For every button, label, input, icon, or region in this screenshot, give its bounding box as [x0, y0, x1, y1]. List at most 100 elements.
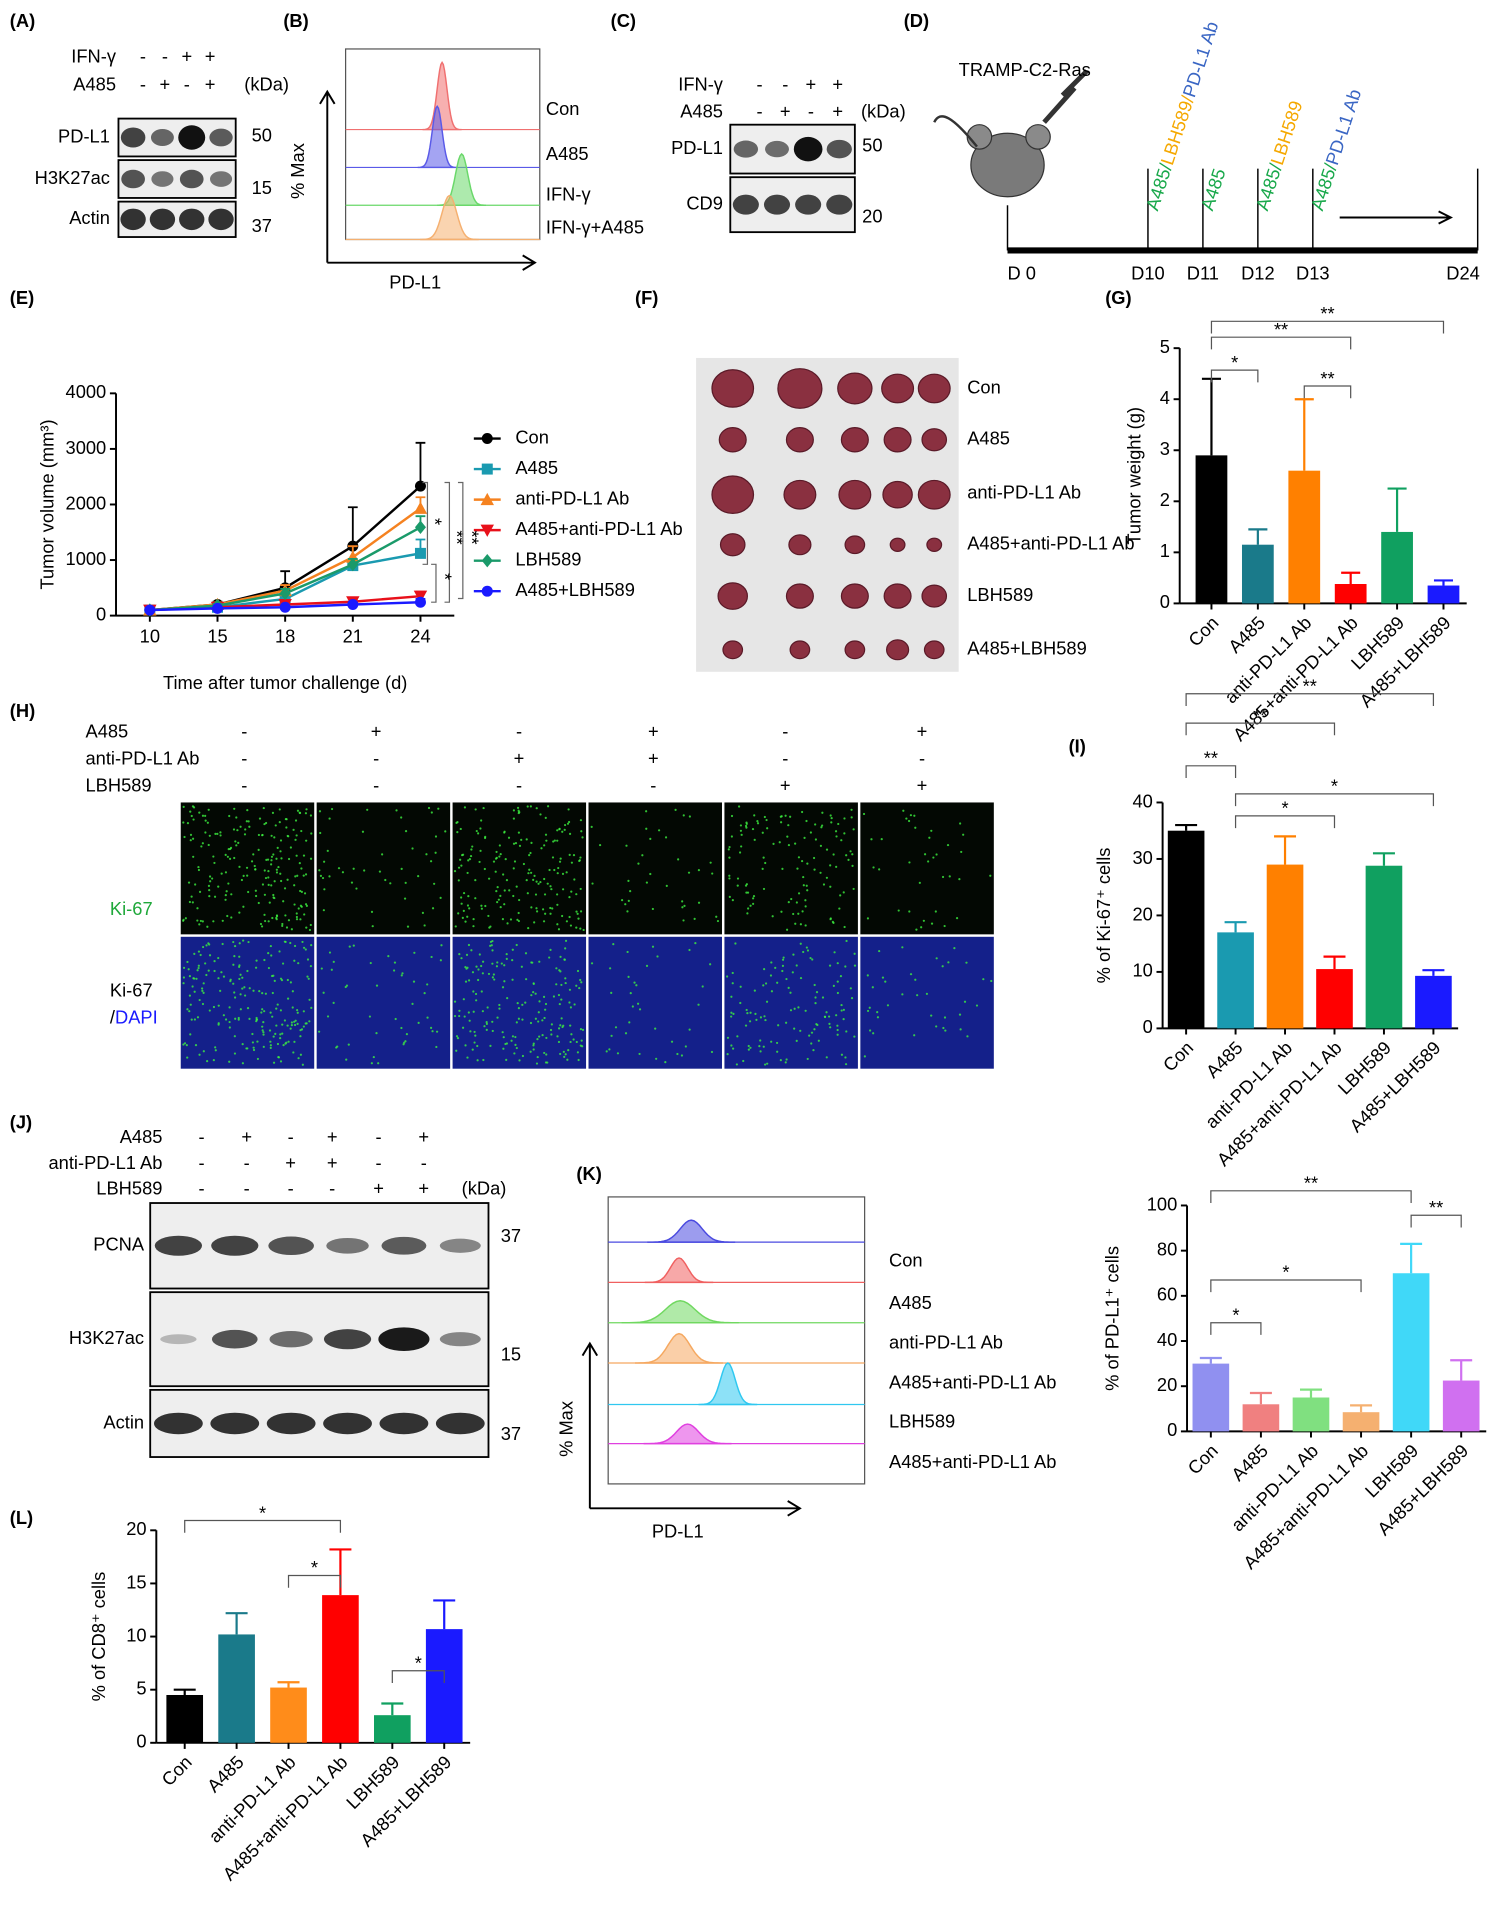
- stain-dot: [192, 806, 196, 809]
- bar: [1334, 584, 1367, 604]
- stain-dot: [821, 811, 824, 814]
- stain-dot: [499, 894, 502, 897]
- stain-dot: [293, 903, 296, 906]
- treatment-sign: +: [327, 1152, 338, 1173]
- legend-label: Con: [515, 426, 549, 447]
- unit-label: (kDa): [244, 73, 289, 94]
- stain-dot: [535, 880, 538, 883]
- stain-dot: [259, 922, 263, 926]
- dose-label: A485/LBH589: [1251, 98, 1306, 213]
- stain-dot: [565, 871, 568, 874]
- stain-dot: [219, 834, 222, 837]
- panel-label: (F): [635, 287, 658, 308]
- stain-dot: [461, 853, 465, 856]
- dose-label-part: A485: [1196, 166, 1229, 213]
- stain-dot: [286, 997, 290, 1000]
- stain-dot: [922, 919, 925, 922]
- stain-dot: [220, 971, 223, 974]
- stain-dot: [756, 822, 760, 825]
- stain-dot: [468, 907, 471, 910]
- stain-dot: [246, 969, 249, 973]
- significance-label: *: [434, 573, 455, 580]
- stain-dot: [458, 1009, 461, 1012]
- stain-dot: [791, 971, 794, 974]
- stain-dot: [569, 924, 573, 927]
- stain-dot: [866, 1009, 870, 1013]
- significance-bracket: [1210, 369, 1259, 383]
- micrograph: [860, 802, 994, 935]
- stain-dot: [842, 1008, 845, 1011]
- stain-dot: [245, 1047, 248, 1050]
- stain-dot: [305, 926, 308, 929]
- stain-dot: [217, 1022, 220, 1025]
- stain-dot: [182, 805, 185, 808]
- stain-dot: [263, 822, 266, 826]
- stain-dot: [838, 907, 841, 910]
- stain-dot: [521, 1018, 524, 1021]
- stain-label-part: Ki-67: [110, 898, 153, 919]
- stain-dot: [286, 978, 289, 982]
- stain-dot: [935, 1025, 938, 1028]
- stain-dot: [230, 893, 233, 896]
- stain-dot: [579, 1028, 583, 1031]
- stain-dot: [533, 921, 536, 924]
- stain-dot: [182, 918, 185, 921]
- stain-dot: [556, 1035, 559, 1038]
- tumor: [885, 639, 910, 661]
- significance-label: **: [1304, 1173, 1318, 1194]
- dose-label: A485: [1196, 166, 1229, 213]
- stain-dot: [225, 890, 228, 893]
- stain-dot: [294, 819, 298, 822]
- stain-dot: [753, 838, 756, 841]
- stain-dot: [709, 861, 712, 864]
- stain-dot: [771, 915, 774, 918]
- stain-dot: [676, 1052, 679, 1056]
- stain-dot: [787, 824, 790, 827]
- y-tick-label: 5: [1160, 336, 1170, 357]
- stain-dot: [960, 850, 963, 854]
- stain-dot: [569, 1024, 572, 1027]
- stain-dot: [549, 1028, 553, 1032]
- stain-dot: [801, 910, 804, 913]
- stain-dot: [280, 857, 283, 860]
- stain-dot: [803, 836, 806, 839]
- stain-dot: [433, 882, 436, 885]
- y-axis-label: % of CD8⁺ cells: [88, 1572, 109, 1702]
- stain-dot: [944, 1029, 947, 1032]
- stain-dot: [485, 1028, 488, 1031]
- stain-dot: [530, 841, 533, 844]
- stain-dot: [232, 828, 236, 831]
- stain-dot: [473, 1030, 476, 1034]
- stain-dot: [326, 1015, 330, 1018]
- stain-dot: [494, 870, 497, 873]
- blot-band: [435, 1412, 485, 1435]
- stain-label: Ki-67: [110, 898, 153, 919]
- y-tick-label: 80: [1157, 1238, 1177, 1259]
- stain-dot: [810, 1042, 813, 1045]
- stain-dot: [872, 1032, 875, 1035]
- stain-dot: [710, 1050, 714, 1054]
- stain-dot: [793, 1027, 796, 1030]
- stain-dot: [747, 1048, 750, 1051]
- stain-dot: [543, 877, 546, 881]
- stain-dot: [582, 928, 585, 932]
- stain-dot: [795, 901, 798, 904]
- significance-bracket: [287, 1574, 342, 1588]
- y-tick-label: 10: [126, 1624, 146, 1645]
- treatment-sign: -: [421, 1152, 427, 1173]
- group-label: A485+anti-PD-L1 Ab: [889, 1451, 1056, 1472]
- stain-dot: [525, 838, 528, 841]
- stain-dot: [736, 1035, 739, 1038]
- stain-dot: [474, 992, 478, 996]
- stain-dot: [829, 864, 832, 867]
- stain-dot: [439, 959, 442, 962]
- stain-dot: [222, 1014, 225, 1017]
- stain-dot: [525, 978, 528, 981]
- stain-dot: [286, 878, 289, 881]
- stain-dot: [252, 1048, 256, 1052]
- stain-dot: [836, 980, 839, 983]
- stain-dot: [403, 897, 407, 900]
- stain-dot: [471, 971, 475, 974]
- stain-dot: [370, 910, 374, 913]
- stain-dot: [242, 905, 245, 908]
